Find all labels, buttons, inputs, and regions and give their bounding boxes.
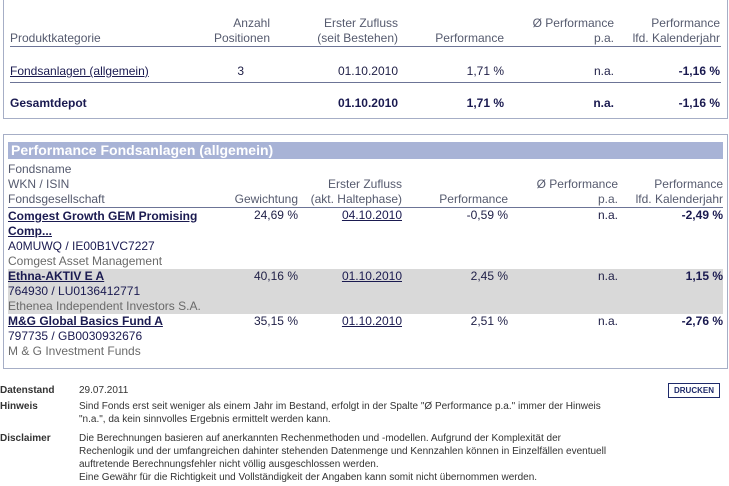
fund-company: M & G Investment Funds xyxy=(8,344,141,358)
funds-header-divider xyxy=(8,207,723,208)
fund-perf-ytd: -2,49 % xyxy=(681,208,723,222)
fund-first-inflow-link[interactable]: 04.10.2010 xyxy=(341,208,402,222)
fund-ids: 764930 / LU0136412771 xyxy=(8,284,141,298)
total-row: Gesamtdepot 01.10.2010 1,71 % n.a. -1,16… xyxy=(10,78,720,110)
total-first-inflow: 01.10.2010 xyxy=(337,96,398,110)
summary-header-row: Produktkategorie Anzahl Positionen Erster… xyxy=(10,8,720,46)
fund-link-comgest[interactable]: Comgest Growth GEM Promising Comp... xyxy=(8,209,198,238)
funds-header-row: Fondsname WKN / ISIN Fondsgesellschaft Gew… xyxy=(8,162,723,207)
perf-ytd-value: -1,16 % xyxy=(678,64,720,78)
fund-weight: 24,69 % xyxy=(253,208,298,222)
disclaimer-text: Die Berechnungen basieren auf anerkannte… xyxy=(79,433,607,483)
total-divider xyxy=(10,82,721,83)
fund-link-ethna[interactable]: Ethna-AKTIV E A xyxy=(8,269,105,283)
header-category: Produktkategorie xyxy=(10,31,101,45)
fund-perf-pa: n.a. xyxy=(597,208,618,222)
fund-company: Comgest Asset Management xyxy=(8,254,163,268)
header-first-inflow: Erster Zufluss (seit Bestehen) xyxy=(317,16,398,45)
header-perf-ytd: Performance lfd. Kalenderjahr xyxy=(635,177,723,206)
header-weight: Gewichtung xyxy=(234,192,298,206)
table-row: M&G Global Basics Fund A 797735 / GB0030… xyxy=(8,314,723,359)
fund-performance: -0,59 % xyxy=(466,208,508,222)
header-perf-ytd: Performance lfd. Kalenderjahr xyxy=(632,16,720,45)
performance-value: 1,71 % xyxy=(466,64,504,78)
fund-perf-pa: n.a. xyxy=(597,314,618,328)
fund-performance: 2,51 % xyxy=(470,314,508,328)
header-perf-pa: Ø Performance p.a. xyxy=(532,16,614,45)
fund-weight: 35,15 % xyxy=(253,314,298,328)
funds-section-title: Performance Fondsanlagen (allgemein) xyxy=(8,142,723,159)
hinweis-label: Hinweis xyxy=(0,401,38,412)
datenstand-value: 29.07.2011 xyxy=(79,385,129,396)
header-divider xyxy=(10,46,721,47)
fund-performance: 2,45 % xyxy=(402,269,508,314)
fund-weight: 40,16 % xyxy=(210,269,298,314)
header-perf-pa: Ø Performance p.a. xyxy=(536,177,618,206)
fund-perf-pa: n.a. xyxy=(508,269,618,314)
positions-value: 3 xyxy=(237,64,244,78)
header-performance: Performance xyxy=(439,192,508,206)
disclaimer-label: Disclaimer xyxy=(0,433,51,444)
header-fund-name: Fondsname WKN / ISIN Fondsgesellschaft xyxy=(8,162,105,206)
funds-panel: Performance Fondsanlagen (allgemein) Fon… xyxy=(3,134,728,369)
header-performance: Performance xyxy=(435,31,504,45)
table-row: Ethna-AKTIV E A 764930 / LU0136412771 Et… xyxy=(8,269,723,314)
fund-ids: 797735 / GB0030932676 xyxy=(8,329,143,343)
total-label: Gesamtdepot xyxy=(10,96,87,110)
header-positions: Anzahl Positionen xyxy=(213,16,270,45)
fund-company: Ethenea Independent Investors S.A. xyxy=(8,299,201,313)
table-row: Comgest Growth GEM Promising Comp... A0MU… xyxy=(8,208,723,269)
summary-table: Produktkategorie Anzahl Positionen Erster… xyxy=(10,8,720,110)
fund-ids: A0MUWQ / IE00B1VC7227 xyxy=(8,239,155,253)
total-performance: 1,71 % xyxy=(466,96,504,110)
total-perf-pa: n.a. xyxy=(593,96,614,110)
fund-perf-ytd: 1,15 % xyxy=(618,269,723,314)
print-button[interactable]: DRUCKEN xyxy=(668,383,720,398)
total-perf-ytd: -1,16 % xyxy=(678,96,720,110)
header-first-inflow: Erster Zufluss (akt. Haltephase) xyxy=(310,177,402,206)
summary-panel: Produktkategorie Anzahl Positionen Erster… xyxy=(3,0,728,119)
funds-table: Fondsname WKN / ISIN Fondsgesellschaft Gew… xyxy=(8,162,723,359)
fund-first-inflow-link[interactable]: 01.10.2010 xyxy=(341,314,402,328)
hinweis-text: Sind Fonds erst seit weniger als einem J… xyxy=(79,401,601,425)
perf-pa-value: n.a. xyxy=(593,64,614,78)
fund-perf-ytd: -2,76 % xyxy=(681,314,723,328)
category-link-fondsanlagen[interactable]: Fondsanlagen (allgemein) xyxy=(10,64,149,78)
fund-first-inflow-link[interactable]: 01.10.2010 xyxy=(341,269,402,283)
first-inflow-value: 01.10.2010 xyxy=(337,64,398,78)
table-row: Fondsanlagen (allgemein) 3 01.10.2010 1,… xyxy=(10,46,720,78)
fund-link-mg[interactable]: M&G Global Basics Fund A xyxy=(8,314,163,328)
datenstand-label: Datenstand xyxy=(0,385,55,396)
